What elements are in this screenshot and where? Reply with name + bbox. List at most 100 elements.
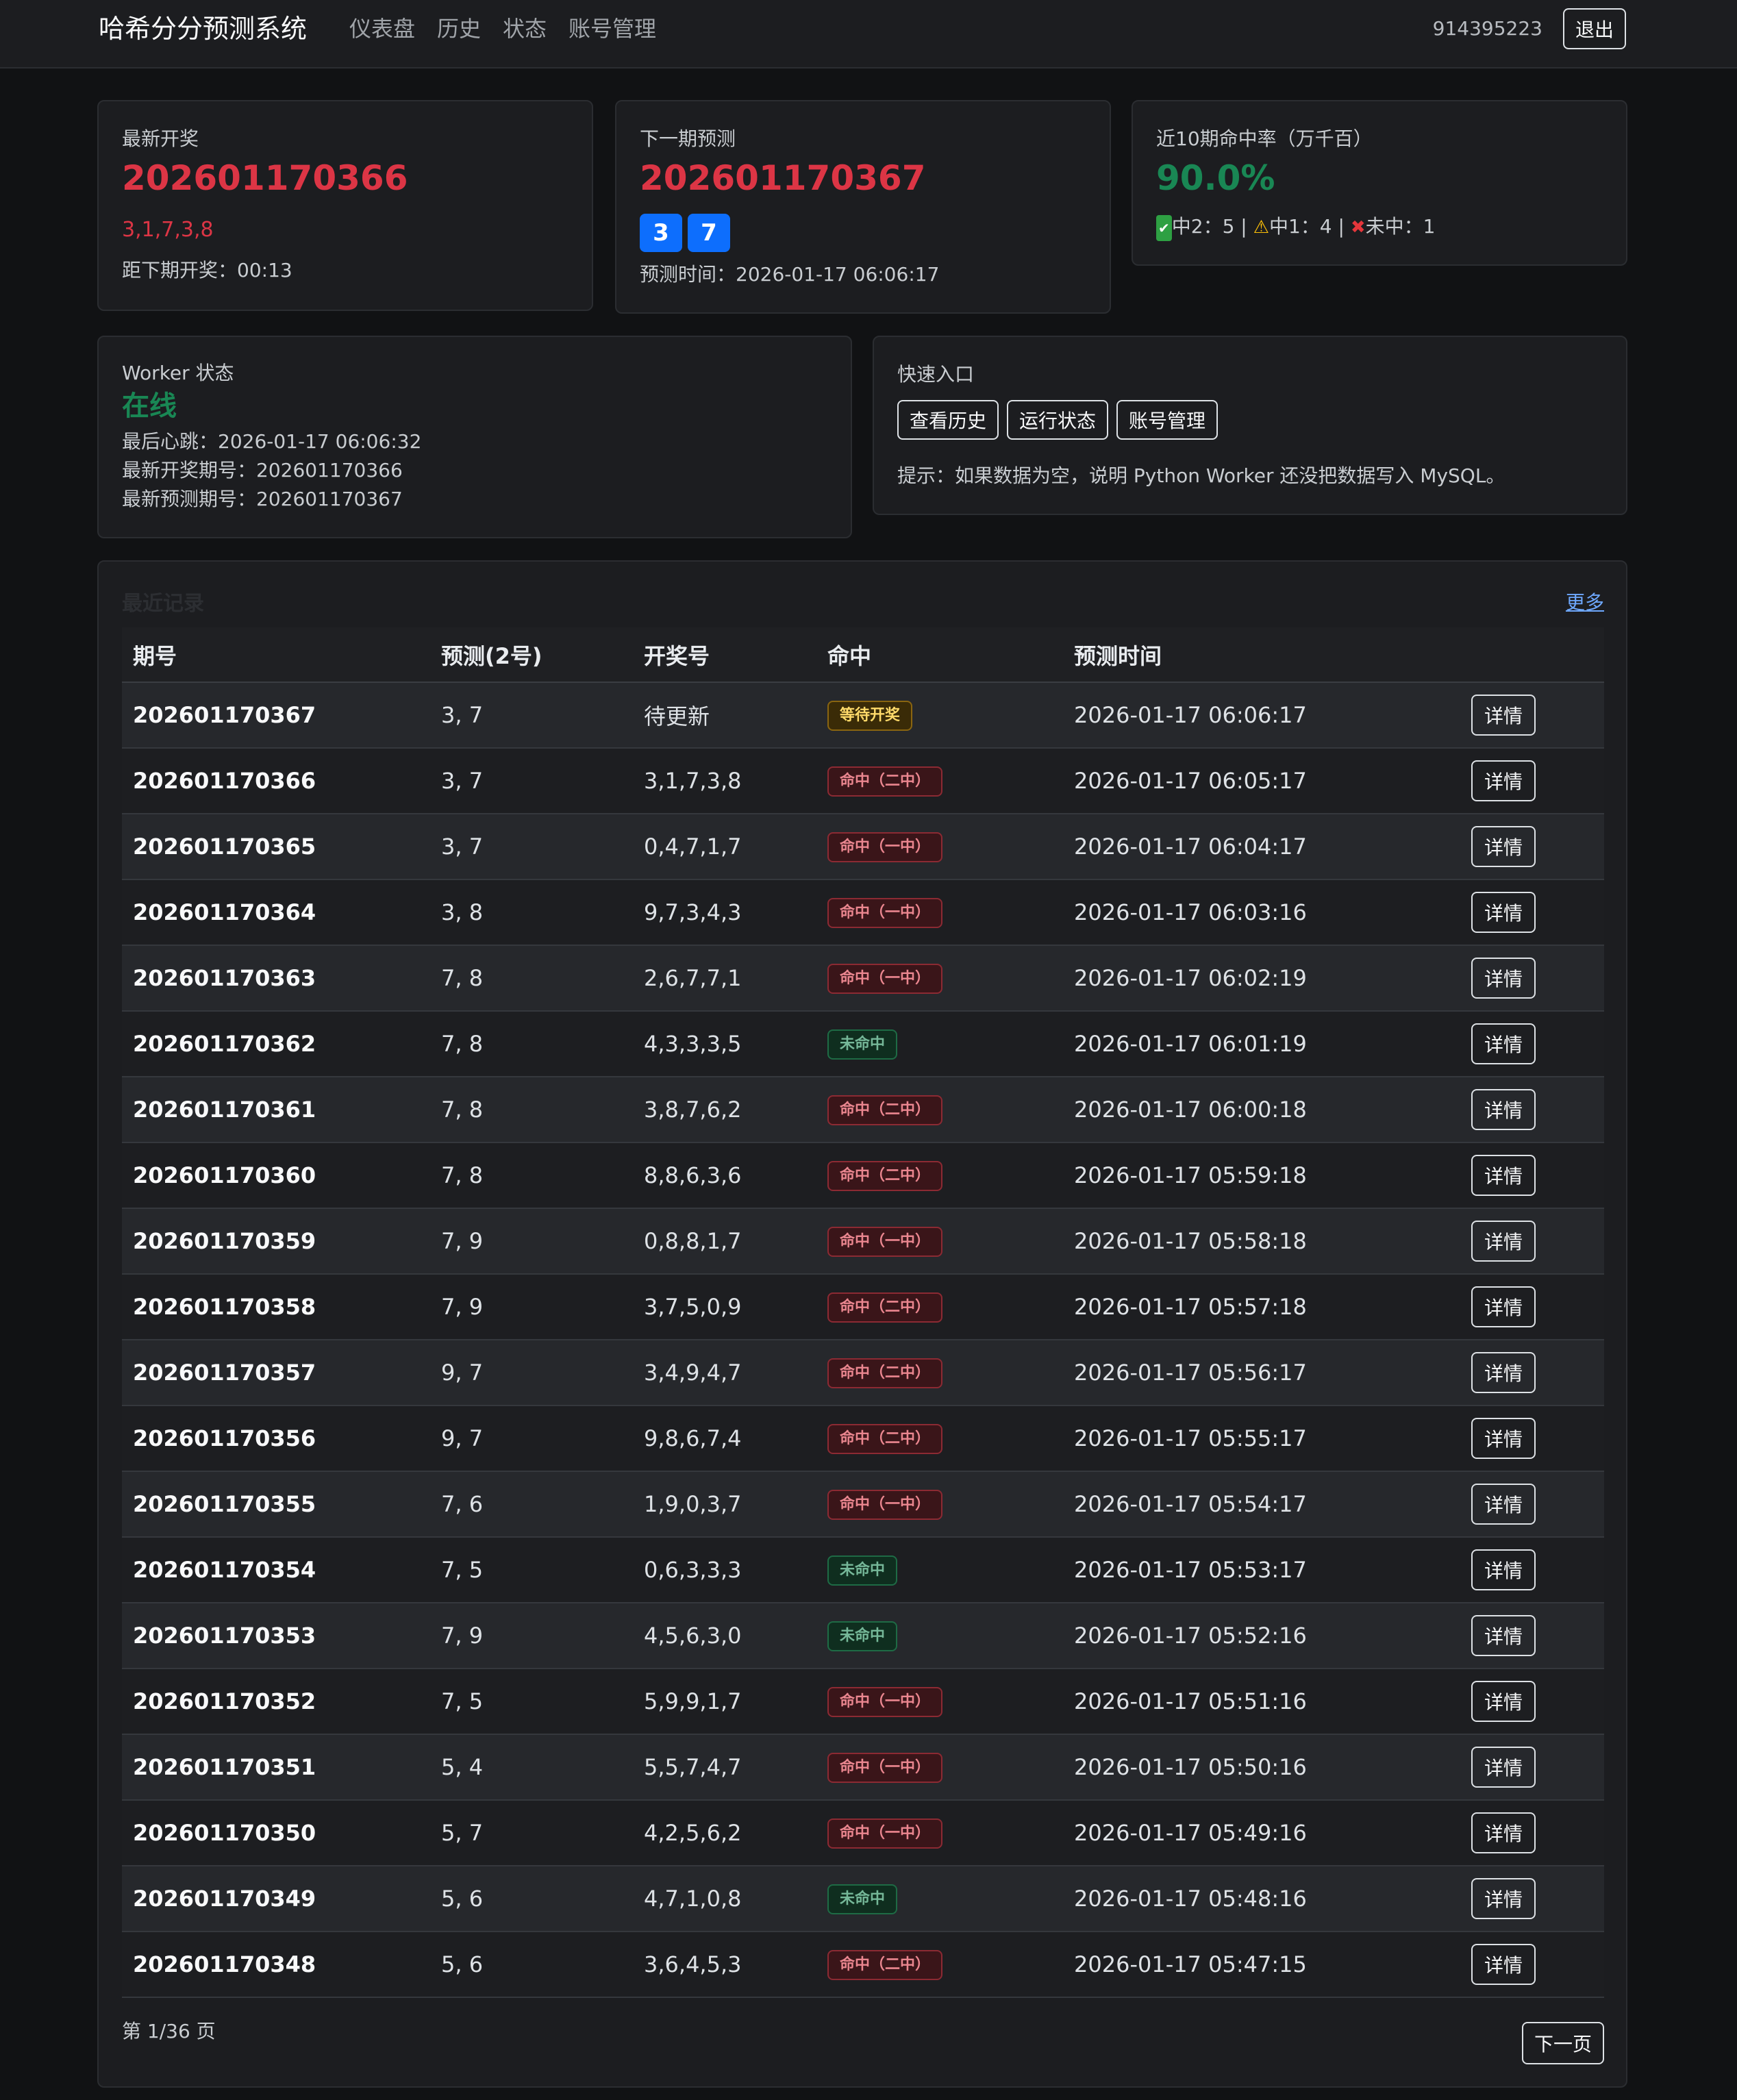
- nav-link-dashboard[interactable]: 仪表盘: [349, 16, 416, 42]
- row-prediction: 3, 7: [430, 814, 633, 880]
- row-action: 详情: [1460, 1668, 1604, 1735]
- prediction-ball: 7: [688, 214, 730, 252]
- detail-button[interactable]: 详情: [1471, 1878, 1536, 1919]
- detail-button[interactable]: 详情: [1471, 1484, 1536, 1525]
- latest-issue: 202601170366: [122, 158, 408, 198]
- row-pred-time: 2026-01-17 06:05:17: [1063, 748, 1460, 814]
- quick-buttons: 查看历史 运行状态 账号管理: [897, 400, 1226, 440]
- row-prediction: 7, 9: [430, 1208, 633, 1275]
- brand-title[interactable]: 哈希分分预测系统: [99, 14, 308, 44]
- detail-button[interactable]: 详情: [1471, 1023, 1536, 1064]
- detail-button[interactable]: 详情: [1471, 1812, 1536, 1853]
- table-row: 202601170358 7, 9 3,7,5,0,9 命中（二中） 2026-01-1…: [122, 1274, 1604, 1340]
- detail-button[interactable]: 详情: [1471, 1221, 1536, 1262]
- next-page-button[interactable]: 下一页: [1522, 2022, 1604, 2064]
- row-draw-numbers: 0,4,7,1,7: [633, 814, 816, 880]
- recent-records-title: 最近记录: [122, 592, 204, 616]
- row-hit-cell: 未命中: [816, 1603, 1063, 1669]
- row-issue: 202601170348: [122, 1932, 430, 1998]
- detail-button[interactable]: 详情: [1471, 1352, 1536, 1393]
- detail-button[interactable]: 详情: [1471, 695, 1536, 736]
- row-pred-time: 2026-01-17 06:02:19: [1063, 945, 1460, 1012]
- col-action-header: [1460, 627, 1604, 683]
- nav-link-accounts[interactable]: 账号管理: [568, 16, 657, 42]
- row-hit-cell: 命中（一中）: [816, 1208, 1063, 1275]
- row-prediction: 5, 6: [430, 1866, 633, 1932]
- detail-button[interactable]: 详情: [1471, 760, 1536, 801]
- empty-data-tip: 提示：如果数据为空，说明 Python Worker 还没把数据写入 MySQL…: [897, 464, 1505, 487]
- row-pred-time: 2026-01-17 05:50:16: [1063, 1734, 1460, 1801]
- row-action: 详情: [1460, 682, 1604, 749]
- row-pred-time: 2026-01-17 05:55:17: [1063, 1405, 1460, 1472]
- warning-icon: ⚠: [1253, 217, 1269, 238]
- hit-status-badge: 命中（一中）: [827, 1490, 943, 1520]
- row-draw-numbers: 3,7,5,0,9: [633, 1274, 816, 1340]
- row-draw-numbers: 2,6,7,7,1: [633, 945, 816, 1012]
- row-action: 详情: [1460, 1603, 1604, 1669]
- row-hit-cell: 命中（一中）: [816, 814, 1063, 880]
- detail-button[interactable]: 详情: [1471, 1549, 1536, 1590]
- row-draw-numbers: 5,5,7,4,7: [633, 1734, 816, 1801]
- row-issue: 202601170352: [122, 1668, 430, 1735]
- hit-status-badge: 命中（一中）: [827, 1818, 943, 1849]
- row-prediction: 7, 8: [430, 1142, 633, 1209]
- row-hit-cell: 命中（一中）: [816, 945, 1063, 1012]
- detail-button[interactable]: 详情: [1471, 1615, 1536, 1656]
- detail-button[interactable]: 详情: [1471, 958, 1536, 999]
- row-pred-time: 2026-01-17 05:59:18: [1063, 1142, 1460, 1209]
- row-hit-cell: 未命中: [816, 1866, 1063, 1932]
- row-issue: 202601170362: [122, 1011, 430, 1077]
- hit-rate-card: 近10期命中率（万千百） 90.0% ✔ 中2：5 | ⚠中1：4 | ✖未中：1: [1132, 100, 1627, 266]
- more-link[interactable]: 更多: [1565, 591, 1604, 614]
- account-manage-button[interactable]: 账号管理: [1116, 400, 1219, 440]
- hit-status-badge: 命中（一中）: [827, 898, 943, 928]
- worker-status-card: Worker 状态 在线 最后心跳：2026-01-17 06:06:32 最新…: [97, 336, 852, 538]
- row-issue: 202601170349: [122, 1866, 430, 1932]
- logout-button[interactable]: 退出: [1563, 8, 1626, 49]
- last-heartbeat: 最后心跳：2026-01-17 06:06:32: [122, 430, 422, 453]
- row-pred-time: 2026-01-17 05:49:16: [1063, 1800, 1460, 1866]
- detail-button[interactable]: 详情: [1471, 892, 1536, 933]
- row-prediction: 7, 8: [430, 1011, 633, 1077]
- view-history-button[interactable]: 查看历史: [897, 400, 999, 440]
- run-status-button[interactable]: 运行状态: [1007, 400, 1109, 440]
- row-action: 详情: [1460, 1932, 1604, 1998]
- row-draw-numbers: 0,8,8,1,7: [633, 1208, 816, 1275]
- detail-button[interactable]: 详情: [1471, 1089, 1536, 1130]
- table-row: 202601170366 3, 7 3,1,7,3,8 命中（二中） 2026-01-1…: [122, 748, 1604, 814]
- nav-link-status[interactable]: 状态: [503, 16, 547, 42]
- hit2-count: 中2：5 |: [1171, 215, 1253, 238]
- row-action: 详情: [1460, 1011, 1604, 1077]
- row-draw-numbers: 4,3,3,3,5: [633, 1011, 816, 1077]
- nav-link-history[interactable]: 历史: [437, 16, 482, 42]
- row-draw-numbers: 3,6,4,5,3: [633, 1932, 816, 1998]
- row-hit-cell: 命中（二中）: [816, 1932, 1063, 1998]
- detail-button[interactable]: 详情: [1471, 1944, 1536, 1985]
- page-info: 第 1/36 页: [122, 2020, 216, 2042]
- row-prediction: 7, 5: [430, 1537, 633, 1603]
- row-hit-cell: 命中（一中）: [816, 1471, 1063, 1538]
- row-prediction: 5, 7: [430, 1800, 633, 1866]
- row-issue: 202601170358: [122, 1274, 430, 1340]
- row-pred-time: 2026-01-17 06:03:16: [1063, 879, 1460, 946]
- row-action: 详情: [1460, 945, 1604, 1012]
- row-issue: 202601170356: [122, 1405, 430, 1472]
- row-action: 详情: [1460, 1537, 1604, 1603]
- row-action: 详情: [1460, 879, 1604, 946]
- detail-button[interactable]: 详情: [1471, 1155, 1536, 1196]
- table-header-row: 期号 预测(2号) 开奖号 命中 预测时间: [122, 627, 1604, 683]
- worker-status-label: Worker 状态: [122, 362, 234, 384]
- row-issue: 202601170365: [122, 814, 430, 880]
- hit-rate-value: 90.0%: [1156, 158, 1275, 198]
- detail-button[interactable]: 详情: [1471, 1418, 1536, 1459]
- row-pred-time: 2026-01-17 05:54:17: [1063, 1471, 1460, 1538]
- hit1-count: 中1：4 |: [1269, 215, 1351, 238]
- detail-button[interactable]: 详情: [1471, 1747, 1536, 1788]
- detail-button[interactable]: 详情: [1471, 1681, 1536, 1722]
- detail-button[interactable]: 详情: [1471, 826, 1536, 867]
- hit-status-badge: 命中（一中）: [827, 1753, 943, 1783]
- detail-button[interactable]: 详情: [1471, 1286, 1536, 1327]
- col-draw-header: 开奖号: [633, 627, 816, 683]
